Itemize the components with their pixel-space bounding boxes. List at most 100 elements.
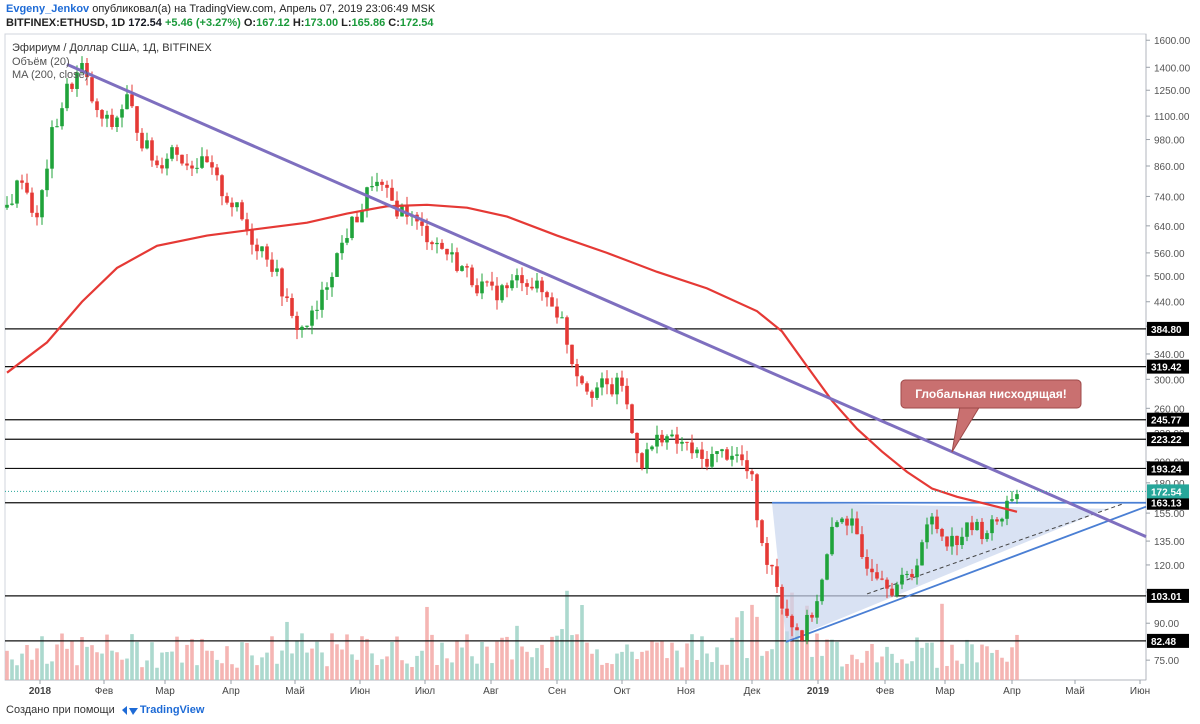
volume-bar — [455, 640, 459, 680]
candle-body — [220, 175, 224, 197]
candle-body — [795, 627, 799, 631]
volume-bar — [275, 663, 279, 680]
volume-bar — [990, 652, 994, 680]
candle-body — [735, 454, 739, 456]
candle-body — [430, 242, 434, 245]
volume-bar — [35, 648, 39, 680]
time-axis-labels: 2018 Фев Мар Апр Май Июн Июл Авг Сен Окт Ноя Дек 201… — [29, 680, 1150, 697]
triangle-fill — [772, 502, 1107, 641]
candle-body — [785, 608, 789, 616]
candle-body — [1000, 518, 1004, 522]
tradingview-link[interactable]: TradingView — [139, 704, 205, 716]
volume-bar — [535, 648, 539, 680]
level-label: 223.22 — [1151, 435, 1182, 446]
price-tick-label: 1600.00 — [1154, 36, 1191, 47]
volume-bar — [550, 636, 554, 680]
candle-body — [715, 451, 719, 454]
candle-body — [285, 296, 289, 299]
candle-body — [240, 202, 244, 220]
candle-body — [195, 167, 199, 169]
volume-bar — [620, 651, 624, 680]
time-tick-label: Фев — [876, 686, 894, 697]
candle-body — [535, 280, 539, 289]
volume-bar — [460, 647, 464, 680]
volume-bar — [430, 634, 434, 680]
candle-body — [280, 268, 284, 297]
candle-body — [270, 259, 274, 272]
candle-body — [850, 518, 854, 526]
volume-bar — [600, 664, 604, 680]
volume-bar — [10, 659, 14, 680]
volume-bar — [545, 667, 549, 680]
volume-bar — [425, 606, 429, 680]
volume-bar — [1000, 657, 1004, 680]
ma200-line — [6, 203, 1018, 513]
volume-bar — [730, 637, 734, 680]
volume-bar — [820, 655, 824, 680]
volume-bar — [645, 650, 649, 680]
volume-bar — [5, 650, 9, 680]
volume-bar — [680, 667, 684, 680]
candle-body — [520, 275, 524, 284]
candle-body — [75, 72, 79, 89]
annotation-callout: Глобальная нисходящая! — [900, 379, 1082, 453]
volume-bar — [200, 638, 204, 680]
candle-body — [30, 192, 34, 213]
volume-bar — [925, 642, 929, 680]
candle-body — [480, 281, 484, 294]
candle-body — [200, 156, 204, 168]
candle-body — [370, 186, 374, 188]
triangle-lower-line — [785, 505, 1147, 643]
candle-body — [760, 520, 764, 544]
projection-dashed-line — [866, 503, 1123, 595]
price-tick-label: 300.00 — [1154, 375, 1185, 386]
candle-body — [525, 283, 529, 287]
author-link[interactable]: Evgeny_Jenkov — [6, 3, 90, 15]
candle-body — [650, 446, 654, 450]
volume-bar — [370, 653, 374, 680]
close-value: 172.54 — [399, 17, 434, 29]
candle-body — [210, 162, 214, 168]
volume-bar — [985, 646, 989, 680]
volume-bar — [865, 650, 869, 680]
candle-body — [250, 229, 254, 245]
ma-legend[interactable]: MA (200, close) — [12, 69, 89, 81]
candle-body — [125, 94, 129, 110]
volume-bar — [1010, 647, 1014, 680]
volume-bar — [135, 641, 139, 680]
level-label-box — [1147, 461, 1189, 476]
price-tick-label: 1100.00 — [1154, 112, 1190, 123]
volume-bar — [330, 633, 334, 680]
volume-bar — [825, 639, 829, 680]
candle-body — [130, 94, 134, 107]
volume-bar — [765, 651, 769, 680]
volume-bar — [160, 652, 164, 680]
volume-bar — [105, 634, 109, 680]
price-tick-label: 860.00 — [1154, 162, 1185, 173]
volume-bar — [380, 659, 384, 680]
volume-bar — [25, 644, 29, 680]
candle-body — [895, 584, 899, 596]
candle-body — [110, 114, 114, 127]
volume-legend[interactable]: Объём (20) — [12, 56, 70, 68]
candle-body — [485, 281, 489, 283]
time-tick-label: 2019 — [807, 686, 830, 697]
volume-bar — [860, 662, 864, 680]
candle-body — [5, 204, 9, 208]
candle-body — [165, 158, 169, 169]
volume-bar — [15, 665, 19, 680]
volume-bar — [740, 611, 744, 680]
candle-body — [720, 449, 724, 452]
volume-bar — [295, 640, 299, 680]
candle-body — [180, 154, 184, 164]
volume-bar — [170, 651, 174, 680]
candle-body — [120, 109, 124, 118]
candle-body — [825, 554, 829, 580]
candle-body — [775, 566, 779, 587]
time-tick-label: Май — [285, 686, 305, 697]
candle-body — [640, 453, 644, 469]
candle-body — [615, 377, 619, 395]
volume-bar — [390, 642, 394, 680]
candle-body — [140, 132, 144, 149]
